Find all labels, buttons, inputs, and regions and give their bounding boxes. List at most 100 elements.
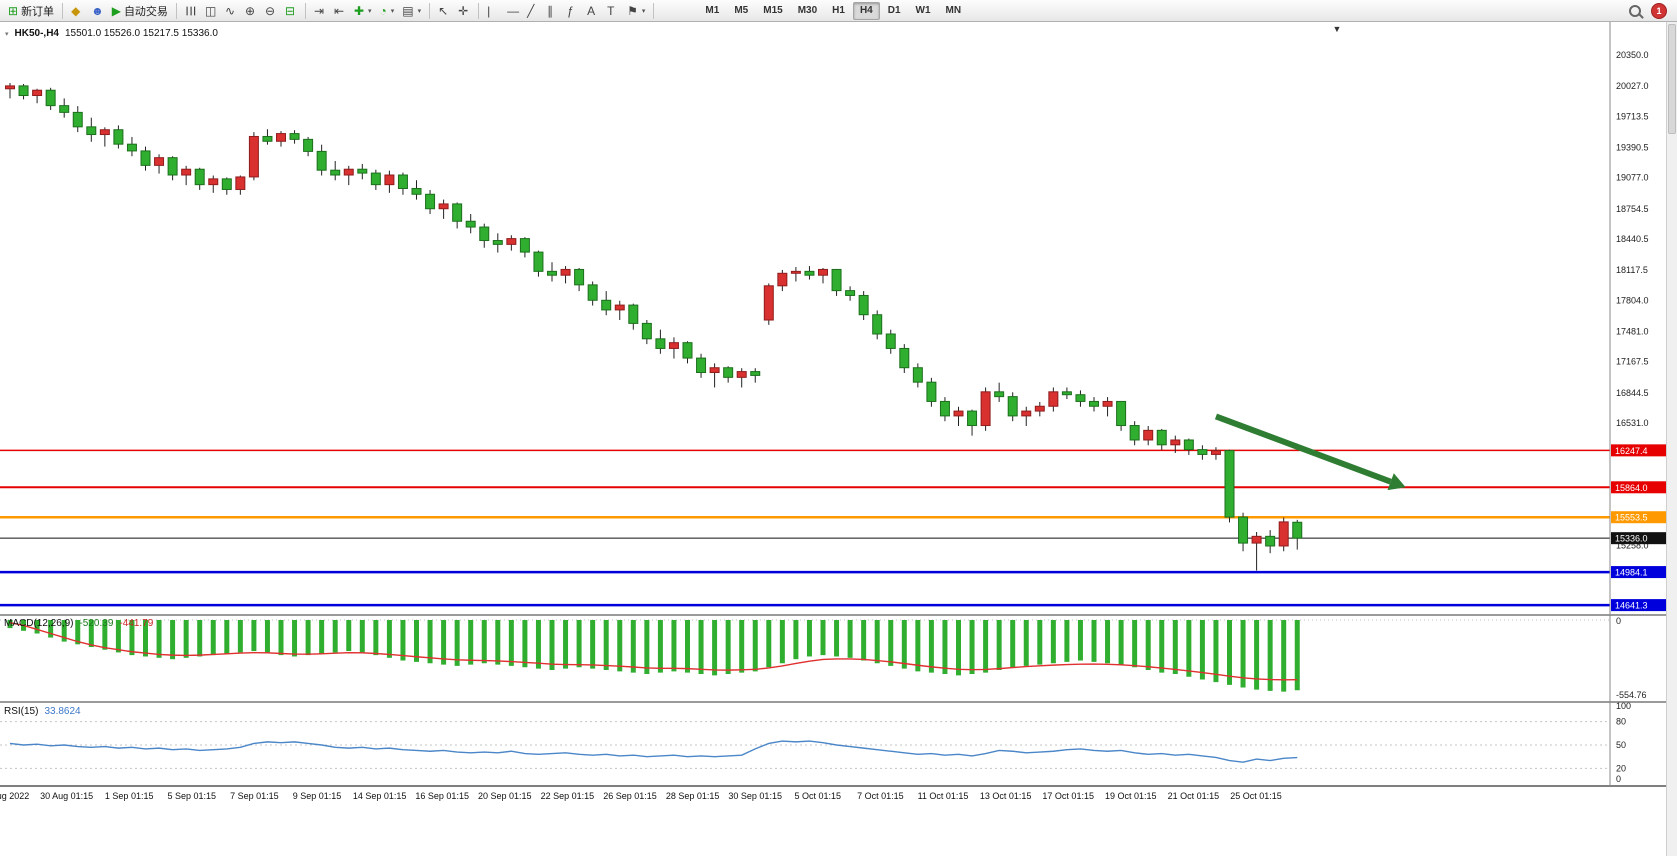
new-order-button[interactable]: ⊞ 新订单 bbox=[4, 1, 58, 21]
bar-chart-icon: ☰ bbox=[183, 5, 198, 16]
rsi-name-label: RSI(15) bbox=[4, 706, 39, 717]
text-label-icon: T bbox=[607, 3, 615, 18]
trend-arrow[interactable] bbox=[1214, 413, 1392, 485]
auto-trading-label: 自动交易 bbox=[123, 5, 168, 18]
arrows-flag-icon: ⚑ bbox=[627, 3, 638, 18]
price-tag bbox=[1611, 532, 1666, 545]
auto-scroll-icon: ⇥ bbox=[313, 3, 324, 18]
symbol-timeframe-label: HK50-,H4 bbox=[14, 28, 59, 39]
search-icon[interactable] bbox=[1629, 4, 1641, 17]
svg-text:15336.0: 15336.0 bbox=[1615, 534, 1648, 544]
svg-text:100: 100 bbox=[1616, 701, 1631, 711]
svg-text:7 Sep 01:15: 7 Sep 01:15 bbox=[230, 791, 279, 801]
timeframe-m15-button[interactable]: M15 bbox=[756, 2, 789, 20]
svg-text:13 Oct 01:15: 13 Oct 01:15 bbox=[980, 791, 1032, 801]
timeframe-w1-button[interactable]: W1 bbox=[909, 2, 938, 20]
svg-text:9 Sep 01:15: 9 Sep 01:15 bbox=[293, 791, 342, 801]
zoom-out-icon: ⊖ bbox=[264, 3, 275, 18]
toolbar-separator bbox=[304, 2, 306, 19]
svg-text:28 Sep 01:15: 28 Sep 01:15 bbox=[666, 791, 720, 801]
toolbar-separator bbox=[653, 2, 655, 19]
tile-windows-button[interactable]: ⊟ bbox=[281, 1, 301, 21]
trendline-button[interactable]: ╱ bbox=[523, 1, 543, 21]
text-button[interactable]: A bbox=[583, 1, 603, 21]
auto-trading-play-icon: ▶ bbox=[111, 3, 121, 18]
candlesticks bbox=[5, 82, 1303, 571]
cursor-button[interactable]: ↖ bbox=[434, 1, 454, 21]
bar-chart-button[interactable]: ☰ bbox=[181, 1, 201, 21]
svg-text:14641.3: 14641.3 bbox=[1615, 601, 1648, 611]
svg-text:25 Oct 01:15: 25 Oct 01:15 bbox=[1230, 791, 1282, 801]
chart-shift-marker-icon[interactable]: ▼ bbox=[1333, 24, 1342, 34]
horizontal-line-button[interactable]: — bbox=[503, 1, 523, 21]
svg-text:21 Oct 01:15: 21 Oct 01:15 bbox=[1168, 791, 1220, 801]
dropdown-icon: ▾ bbox=[390, 7, 395, 15]
new-order-label: 新订单 bbox=[21, 5, 55, 18]
fibonacci-icon: ƒ bbox=[567, 3, 574, 18]
panel-splitter[interactable] bbox=[0, 614, 1666, 616]
svg-text:17804.0: 17804.0 bbox=[1616, 295, 1649, 305]
svg-text:16247.4: 16247.4 bbox=[1615, 446, 1648, 456]
notification-badge[interactable]: 1 bbox=[1651, 2, 1667, 19]
line-chart-button[interactable]: ∿ bbox=[221, 1, 241, 21]
vertical-line-button[interactable]: | bbox=[483, 1, 503, 21]
svg-text:50: 50 bbox=[1616, 740, 1626, 750]
timeframe-mn-button[interactable]: MN bbox=[939, 2, 969, 20]
svg-text:22 Sep 01:15: 22 Sep 01:15 bbox=[541, 791, 595, 801]
ohlc-values: 15501.0 15526.0 15217.5 15336.0 bbox=[64, 28, 218, 39]
chart-shift-icon: ⇤ bbox=[333, 3, 344, 18]
candlestick-chart-button[interactable]: ◫ bbox=[201, 1, 221, 21]
chart-shift-button[interactable]: ⇤ bbox=[330, 1, 350, 21]
auto-trading-button[interactable]: ▶ 自动交易 bbox=[108, 1, 172, 21]
timeframe-m30-button[interactable]: M30 bbox=[791, 2, 824, 20]
toolbar-separator bbox=[62, 2, 64, 19]
auto-scroll-button[interactable]: ⇥ bbox=[310, 1, 330, 21]
zoom-out-button[interactable]: ⊖ bbox=[261, 1, 281, 21]
horizontal-line-icon: — bbox=[507, 3, 520, 18]
dropdown-icon: ▾ bbox=[417, 7, 422, 15]
crosshair-icon: ✛ bbox=[458, 3, 469, 18]
svg-text:1 Sep 01:15: 1 Sep 01:15 bbox=[105, 791, 154, 801]
templates-button[interactable]: ▤ ▾ bbox=[398, 1, 425, 21]
timeframe-group: M1 M5 M15 M30 H1 H4 D1 W1 MN bbox=[698, 1, 969, 20]
timeframe-m5-button[interactable]: M5 bbox=[727, 2, 755, 20]
indicators-button[interactable]: ✚ ▾ bbox=[350, 1, 376, 21]
fibonacci-button[interactable]: ƒ bbox=[563, 1, 583, 21]
profile-button[interactable]: ☻ bbox=[87, 1, 108, 21]
zoom-in-icon: ⊕ bbox=[244, 3, 255, 18]
timeframe-m1-button[interactable]: M1 bbox=[698, 2, 726, 20]
scrollbar-thumb[interactable] bbox=[1668, 24, 1676, 134]
svg-text:5 Sep 01:15: 5 Sep 01:15 bbox=[168, 791, 217, 801]
vertical-scrollbar[interactable] bbox=[1666, 22, 1677, 856]
svg-text:18117.5: 18117.5 bbox=[1616, 265, 1648, 275]
one-click-caret-icon[interactable]: ▾ bbox=[5, 31, 9, 38]
periods-clock-icon: ◔ bbox=[379, 3, 387, 18]
rsi-value: 33.8624 bbox=[44, 706, 81, 717]
svg-text:14 Sep 01:15: 14 Sep 01:15 bbox=[353, 791, 407, 801]
svg-text:15864.0: 15864.0 bbox=[1615, 483, 1648, 493]
main-toolbar: ⊞ 新订单 ◆ ☻ ▶ 自动交易 ☰ ◫ ∿ ⊕ ⊖ ⊟ ⇥ ⇤ ✚ ▾ ◔ ▾ ▤… bbox=[0, 0, 1677, 22]
timeframe-d1-button[interactable]: D1 bbox=[881, 2, 908, 20]
tile-windows-icon: ⊟ bbox=[284, 3, 295, 18]
expert-advisors-button[interactable]: ◆ bbox=[67, 1, 87, 21]
svg-text:5 Oct 01:15: 5 Oct 01:15 bbox=[795, 791, 842, 801]
macd-signal-value: -441.79 bbox=[119, 618, 154, 629]
svg-text:20 Sep 01:15: 20 Sep 01:15 bbox=[478, 791, 532, 801]
new-order-icon: ⊞ bbox=[8, 3, 19, 18]
timeframe-h1-button[interactable]: H1 bbox=[825, 2, 852, 20]
crosshair-button[interactable]: ✛ bbox=[454, 1, 474, 21]
shapes-button[interactable]: ⚑ ▾ bbox=[623, 1, 649, 21]
chart-canvas[interactable]: ▼ 20350.0 20027.0 19713.5 19390.5 19077.0 1875… bbox=[0, 22, 1677, 856]
rsi-header: RSI(15) 33.8624 bbox=[4, 706, 81, 717]
timeframe-h4-button[interactable]: H4 bbox=[852, 1, 880, 20]
indicators-icon: ✚ bbox=[353, 3, 364, 18]
panel-splitter[interactable] bbox=[0, 701, 1666, 703]
candlestick-chart-icon: ◫ bbox=[204, 3, 217, 18]
zoom-in-button[interactable]: ⊕ bbox=[241, 1, 261, 21]
channel-button[interactable]: ∥ bbox=[543, 1, 563, 21]
text-label-button[interactable]: T bbox=[603, 1, 623, 21]
time-axis: 25 Aug 2022 30 Aug 01:15 1 Sep 01:15 5 Sep … bbox=[0, 791, 1282, 801]
svg-text:18440.5: 18440.5 bbox=[1616, 234, 1649, 244]
periods-button[interactable]: ◔ ▾ bbox=[376, 1, 399, 21]
chart-window: ▼ 20350.0 20027.0 19713.5 19390.5 19077.0 1875… bbox=[0, 22, 1677, 856]
